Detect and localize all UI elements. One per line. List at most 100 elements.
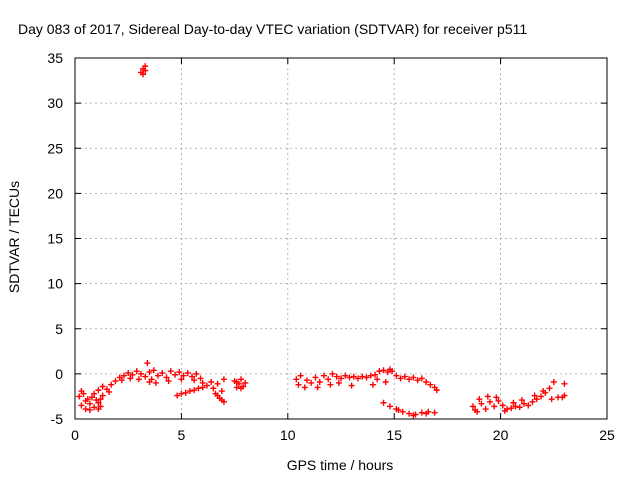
data-point bbox=[195, 385, 202, 392]
series-segment bbox=[469, 378, 568, 415]
data-point bbox=[99, 392, 106, 399]
data-point bbox=[372, 371, 379, 378]
data-point bbox=[210, 385, 217, 392]
data-point bbox=[237, 385, 244, 392]
data-point bbox=[393, 372, 400, 379]
data-point bbox=[163, 374, 170, 381]
data-point bbox=[374, 376, 381, 383]
data-point bbox=[150, 367, 157, 374]
data-point bbox=[510, 399, 517, 406]
data-point bbox=[295, 381, 302, 388]
data-point bbox=[397, 375, 404, 382]
data-point bbox=[478, 400, 485, 407]
series-segment bbox=[293, 366, 440, 394]
data-point bbox=[512, 403, 519, 410]
data-point bbox=[546, 385, 553, 392]
data-point bbox=[312, 374, 319, 381]
data-point bbox=[95, 399, 102, 406]
data-point bbox=[214, 392, 221, 399]
data-point bbox=[133, 368, 140, 375]
data-point bbox=[501, 407, 508, 414]
data-point bbox=[533, 396, 540, 403]
data-point bbox=[184, 369, 191, 376]
data-point bbox=[142, 67, 149, 74]
data-point bbox=[508, 405, 515, 412]
data-point bbox=[484, 393, 491, 400]
data-point bbox=[135, 376, 142, 383]
data-point bbox=[329, 370, 336, 377]
data-point bbox=[382, 378, 389, 385]
data-point bbox=[561, 380, 568, 387]
series-segment bbox=[174, 376, 227, 405]
data-point bbox=[180, 372, 187, 379]
data-point bbox=[118, 377, 125, 384]
data-point bbox=[410, 374, 417, 381]
data-point bbox=[86, 406, 93, 413]
y-tick-label: 30 bbox=[47, 95, 63, 111]
data-point bbox=[89, 394, 96, 401]
data-point bbox=[303, 377, 310, 384]
data-point bbox=[476, 396, 483, 403]
data-point bbox=[159, 369, 166, 376]
axis-ticks: 0 5 10 15 20 25 -5 0 5 10 15 20 25 30 35 bbox=[47, 50, 615, 443]
data-point bbox=[399, 408, 406, 415]
data-point bbox=[376, 368, 383, 375]
data-point bbox=[550, 378, 557, 385]
data-point bbox=[491, 403, 498, 410]
data-point bbox=[346, 374, 353, 381]
x-tick-label: 25 bbox=[599, 427, 615, 443]
data-point bbox=[82, 397, 89, 404]
data-point bbox=[218, 397, 225, 404]
data-point bbox=[493, 394, 500, 401]
data-point bbox=[418, 375, 425, 382]
data-point bbox=[140, 71, 147, 78]
data-point bbox=[327, 381, 334, 388]
data-point bbox=[410, 412, 417, 419]
data-point bbox=[203, 382, 210, 389]
data-point bbox=[380, 399, 387, 406]
x-tick-label: 0 bbox=[71, 427, 79, 443]
data-point bbox=[531, 392, 538, 399]
data-point bbox=[518, 397, 525, 404]
y-tick-label: 20 bbox=[47, 185, 63, 201]
data-point bbox=[125, 369, 132, 376]
data-point bbox=[348, 382, 355, 389]
data-point bbox=[146, 369, 153, 376]
data-point bbox=[469, 403, 476, 410]
data-point bbox=[233, 384, 240, 391]
data-point bbox=[220, 376, 227, 383]
data-point bbox=[142, 373, 149, 380]
data-point bbox=[86, 400, 93, 407]
data-point bbox=[137, 370, 144, 377]
data-point bbox=[335, 379, 342, 386]
x-tick-label: 5 bbox=[178, 427, 186, 443]
data-point bbox=[333, 373, 340, 380]
data-point bbox=[414, 377, 421, 384]
data-point bbox=[472, 406, 479, 413]
data-point bbox=[76, 393, 83, 400]
data-point bbox=[99, 383, 106, 390]
data-point bbox=[97, 396, 104, 403]
series-segment bbox=[95, 360, 206, 395]
data-point bbox=[433, 387, 440, 394]
data-point bbox=[165, 378, 172, 385]
data-point bbox=[297, 372, 304, 379]
data-point bbox=[548, 396, 555, 403]
data-point bbox=[320, 372, 327, 379]
data-point bbox=[561, 392, 568, 399]
data-point bbox=[191, 387, 198, 394]
data-point bbox=[214, 380, 221, 387]
data-point bbox=[82, 406, 89, 413]
data-point bbox=[127, 375, 134, 382]
series-segment bbox=[231, 376, 249, 392]
data-point bbox=[242, 379, 249, 386]
data-point bbox=[406, 376, 413, 383]
x-tick-label: 10 bbox=[280, 427, 296, 443]
data-point bbox=[431, 409, 438, 416]
y-axis-label: SDTVAR / TECUs bbox=[6, 181, 22, 293]
data-point bbox=[197, 375, 204, 382]
y-tick-label: 0 bbox=[55, 366, 63, 382]
x-tick-label: 15 bbox=[386, 427, 402, 443]
data-point bbox=[178, 376, 185, 383]
series-segment bbox=[137, 63, 149, 78]
